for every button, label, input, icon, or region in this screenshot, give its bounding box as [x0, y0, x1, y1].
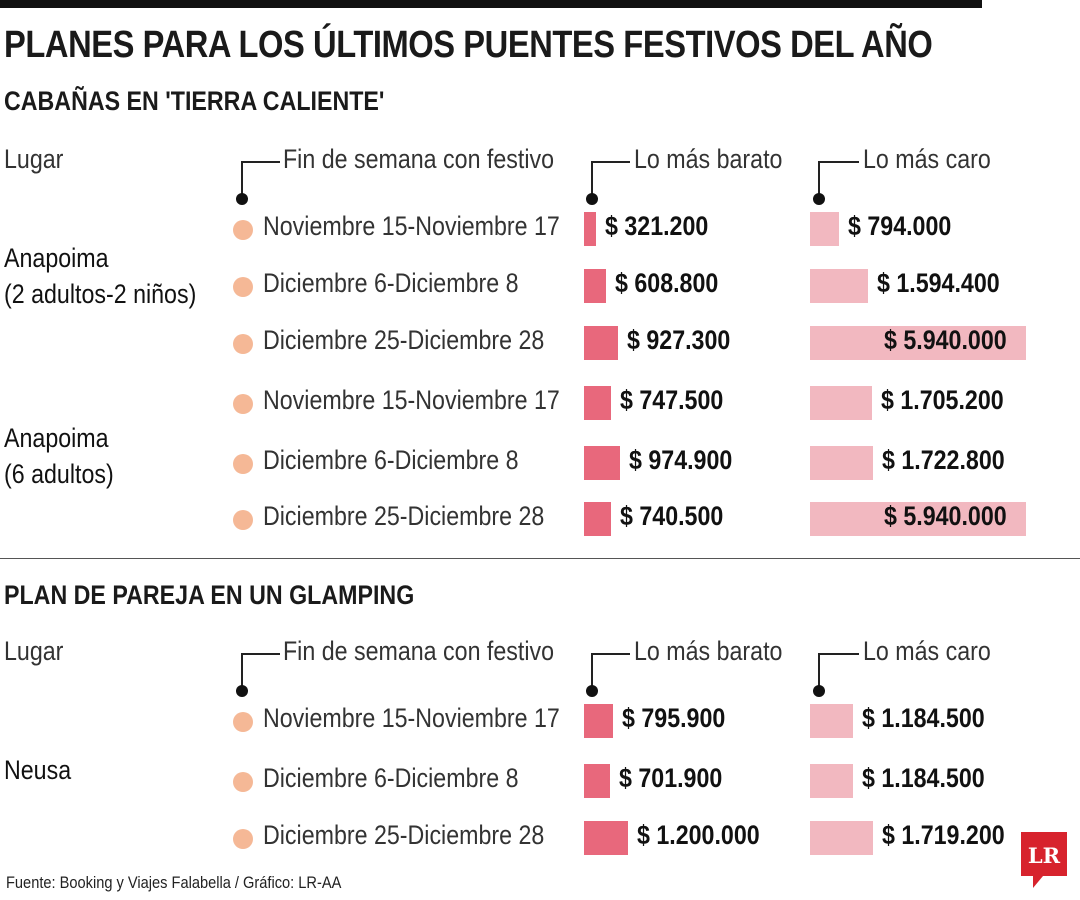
- header-bullet-expensive: [813, 685, 825, 697]
- price-cheap: $ 927.300: [627, 325, 731, 355]
- header-connector-stem-dates: [241, 653, 243, 689]
- place-label: Anapoima (2 adultos-2 niños): [4, 243, 197, 309]
- date-label: Noviembre 15-Noviembre 17: [263, 703, 560, 733]
- date-dot: [233, 454, 253, 474]
- price-expensive: $ 1.184.500: [862, 763, 985, 793]
- date-label: Noviembre 15-Noviembre 17: [263, 385, 560, 415]
- top-rule: [0, 0, 982, 8]
- header-bullet-cheap: [586, 685, 598, 697]
- price-expensive: $ 1.705.200: [881, 385, 1004, 415]
- date-dot: [233, 772, 253, 792]
- bar-expensive: [810, 704, 854, 738]
- header-connector-stem-expensive: [818, 653, 820, 689]
- date-dot: [233, 394, 253, 414]
- date-label: Diciembre 25-Diciembre 28: [263, 325, 545, 355]
- source-note: Fuente: Booking y Viajes Falabella / Grá…: [6, 873, 342, 892]
- bar-expensive: [810, 269, 868, 303]
- header-expensive: Lo más caro: [863, 144, 991, 174]
- header-connector-cheap: [591, 653, 630, 655]
- price-expensive: $ 5.940.000: [884, 325, 1007, 355]
- header-bullet-expensive: [813, 193, 825, 205]
- price-cheap: $ 608.800: [615, 268, 719, 298]
- date-dot: [233, 220, 253, 240]
- header-connector-expensive: [818, 161, 859, 163]
- date-label: Diciembre 25-Diciembre 28: [263, 820, 545, 850]
- date-label: Diciembre 6-Diciembre 8: [263, 445, 519, 475]
- date-dot: [233, 277, 253, 297]
- date-label: Diciembre 6-Diciembre 8: [263, 763, 519, 793]
- bar-cheap: [584, 821, 628, 855]
- place-label: Neusa: [4, 755, 72, 785]
- bar-expensive: [810, 764, 854, 798]
- bar-expensive: [810, 446, 873, 480]
- bar-cheap: [584, 764, 610, 798]
- date-dot: [233, 712, 253, 732]
- date-label: Noviembre 15-Noviembre 17: [263, 211, 560, 241]
- header-connector-cheap: [591, 161, 630, 163]
- header-cheap: Lo más barato: [634, 636, 783, 666]
- date-label: Diciembre 25-Diciembre 28: [263, 501, 545, 531]
- price-expensive: $ 1.594.400: [876, 268, 1000, 298]
- price-cheap: $ 701.900: [618, 763, 723, 793]
- price-cheap: $ 321.200: [604, 211, 709, 241]
- bar-expensive: [810, 821, 873, 855]
- place-label: Anapoima (6 adultos): [4, 423, 114, 489]
- header-connector-stem-cheap: [591, 161, 593, 197]
- price-expensive: $ 1.719.200: [881, 820, 1005, 850]
- price-cheap: $ 747.500: [620, 385, 724, 415]
- header-bullet-dates: [236, 685, 248, 697]
- price-expensive: $ 1.722.800: [881, 445, 1005, 475]
- header-dates: Fin de semana con festivo: [283, 636, 555, 666]
- header-connector-expensive: [818, 653, 859, 655]
- bar-expensive: [810, 212, 839, 246]
- price-cheap: $ 1.200.000: [637, 820, 760, 850]
- price-expensive: $ 794.000: [847, 211, 952, 241]
- header-expensive: Lo más caro: [863, 636, 991, 666]
- lr-logo-icon: LR: [1021, 832, 1067, 888]
- svg-text:LR: LR: [1028, 843, 1061, 868]
- date-dot: [233, 510, 253, 530]
- header-dates: Fin de semana con festivo: [283, 144, 555, 174]
- date-dot: [233, 334, 253, 354]
- date-dot: [233, 829, 253, 849]
- price-cheap: $ 795.900: [622, 703, 726, 733]
- header-connector-dates: [241, 161, 280, 163]
- page-title: PLANES PARA LOS ÚLTIMOS PUENTES FESTIVOS…: [4, 24, 933, 66]
- header-place: Lugar: [4, 636, 64, 666]
- section-title: CABAÑAS EN 'TIERRA CALIENTE': [4, 86, 385, 116]
- price-cheap: $ 974.900: [628, 445, 733, 475]
- bar-cheap: [584, 326, 618, 360]
- bar-cheap: [584, 269, 607, 303]
- bar-cheap: [584, 212, 596, 246]
- header-bullet-cheap: [586, 193, 598, 205]
- price-cheap: $ 740.500: [620, 501, 724, 531]
- date-label: Diciembre 6-Diciembre 8: [263, 268, 519, 298]
- header-cheap: Lo más barato: [634, 144, 783, 174]
- bar-expensive: [810, 386, 872, 420]
- section-title: PLAN DE PAREJA EN UN GLAMPING: [4, 580, 415, 610]
- bar-cheap: [584, 704, 614, 738]
- bar-expensive: [810, 326, 1026, 360]
- bar-cheap: [584, 446, 620, 480]
- bar-cheap: [584, 386, 612, 420]
- header-connector-stem-expensive: [818, 161, 820, 197]
- price-expensive: $ 1.184.500: [862, 703, 985, 733]
- bar-expensive: [810, 502, 1026, 536]
- header-connector-stem-cheap: [591, 653, 593, 689]
- section-divider: [0, 558, 1080, 559]
- header-bullet-dates: [236, 193, 248, 205]
- header-connector-dates: [241, 653, 280, 655]
- price-expensive: $ 5.940.000: [884, 501, 1007, 531]
- header-place: Lugar: [4, 144, 64, 174]
- header-connector-stem-dates: [241, 161, 243, 197]
- bar-cheap: [584, 502, 612, 536]
